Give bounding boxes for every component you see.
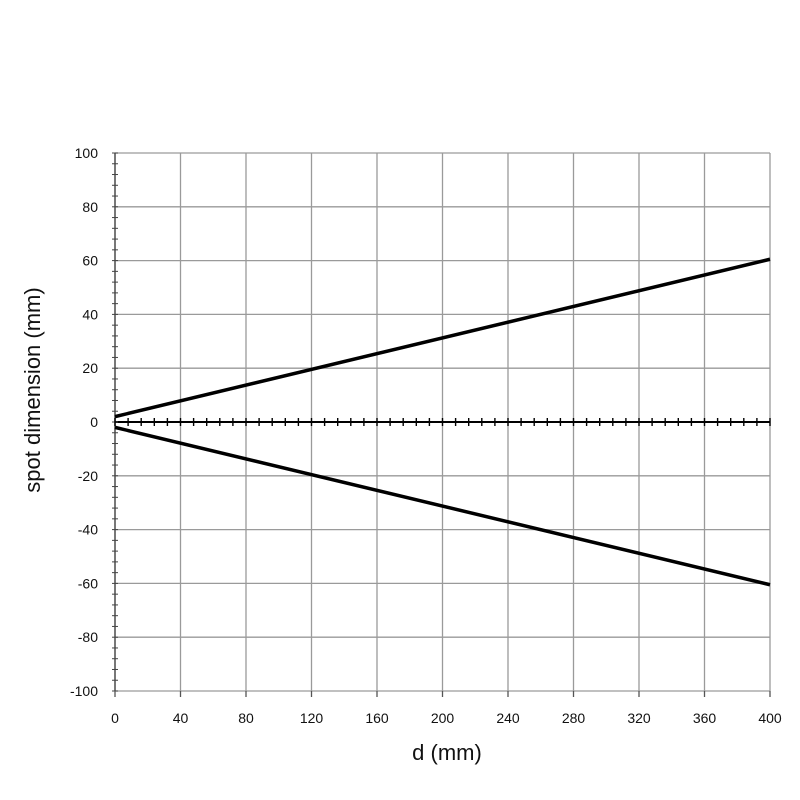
x-tick-label: 0 [111, 710, 119, 726]
y-tick-label: 60 [82, 253, 98, 269]
x-tick-label: 80 [238, 710, 254, 726]
upper-boundary-line [114, 257, 771, 419]
y-tick-label: -20 [78, 468, 98, 484]
y-tick-label: 100 [75, 145, 99, 161]
minor-ticks [112, 152, 771, 697]
x-tick-label: 360 [693, 710, 717, 726]
x-tick-label: 120 [300, 710, 324, 726]
y-axis-title: spot dimension (mm) [20, 287, 45, 492]
x-tick-label: 320 [627, 710, 651, 726]
x-tick-label: 40 [173, 710, 189, 726]
x-tick-label: 400 [758, 710, 782, 726]
x-axis-title: d (mm) [412, 740, 482, 765]
y-tick-label: -80 [78, 629, 98, 645]
x-tick-labels: 0 40 80 120 160 200 240 280 320 360 400 [111, 710, 782, 726]
x-tick-label: 280 [562, 710, 586, 726]
x-tick-label: 240 [496, 710, 520, 726]
grid [114, 152, 771, 692]
y-tick-label: 20 [82, 360, 98, 376]
y-tick-label: 40 [82, 306, 98, 322]
lower-boundary-line [114, 425, 771, 587]
y-tick-label: -40 [78, 522, 98, 538]
x-tick-label: 200 [431, 710, 455, 726]
y-tick-label: -100 [70, 683, 98, 699]
x-tick-label: 160 [365, 710, 389, 726]
y-tick-label: 80 [82, 199, 98, 215]
y-tick-label: -60 [78, 575, 98, 591]
y-tick-label: 0 [90, 414, 98, 430]
series-layer [114, 257, 771, 587]
y-tick-labels: -100 -80 -60 -40 -20 0 20 40 60 80 100 [70, 145, 98, 699]
